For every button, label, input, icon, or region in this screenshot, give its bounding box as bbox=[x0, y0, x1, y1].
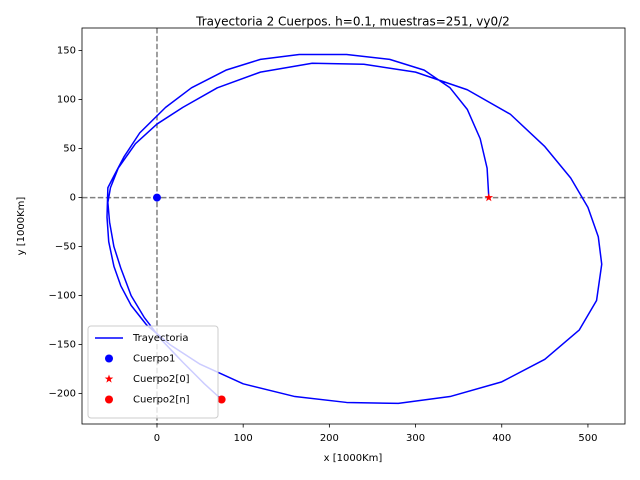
legend: Trayectoria Cuerpo1 Cuerpo2[0] Cuerpo2[n] bbox=[87, 325, 219, 419]
y-tick-label: 150 bbox=[57, 46, 76, 57]
y-tick-label: 100 bbox=[57, 95, 76, 106]
y-tick-label: 50 bbox=[63, 144, 76, 155]
y-tick-label: 0 bbox=[70, 193, 76, 204]
x-tick-label: 100 bbox=[234, 433, 253, 444]
plot-area bbox=[82, 28, 625, 424]
legend-label: Trayectoria bbox=[132, 333, 189, 344]
marker bbox=[217, 395, 226, 404]
y-tick-label: −100 bbox=[49, 291, 76, 302]
x-tick-label: 300 bbox=[406, 433, 425, 444]
legend-handle bbox=[105, 395, 113, 404]
legend-handle bbox=[105, 354, 113, 363]
y-tick-label: −50 bbox=[55, 242, 76, 253]
y-tick-label: −200 bbox=[49, 389, 76, 400]
legend-handle bbox=[104, 374, 114, 383]
x-axis-label: x [1000Km] bbox=[324, 453, 383, 464]
legend-label: Cuerpo1 bbox=[133, 354, 175, 365]
legend-box bbox=[87, 325, 219, 419]
x-tick-label: 200 bbox=[320, 433, 339, 444]
plot-frame bbox=[81, 27, 626, 425]
y-axis-label: y [1000Km] bbox=[16, 197, 27, 256]
x-tick-label: 0 bbox=[154, 433, 160, 444]
trajectory-line bbox=[106, 53, 603, 405]
legend-label: Cuerpo2[n] bbox=[133, 395, 190, 406]
legend-label: Cuerpo2[0] bbox=[133, 374, 190, 385]
marker bbox=[484, 193, 494, 202]
x-tick-label: 500 bbox=[578, 433, 597, 444]
chart-title: Trayectoria 2 Cuerpos. h=0.1, muestras=2… bbox=[195, 15, 510, 29]
marker bbox=[152, 193, 161, 202]
y-tick-label: −150 bbox=[49, 340, 76, 351]
x-tick-label: 400 bbox=[492, 433, 511, 444]
